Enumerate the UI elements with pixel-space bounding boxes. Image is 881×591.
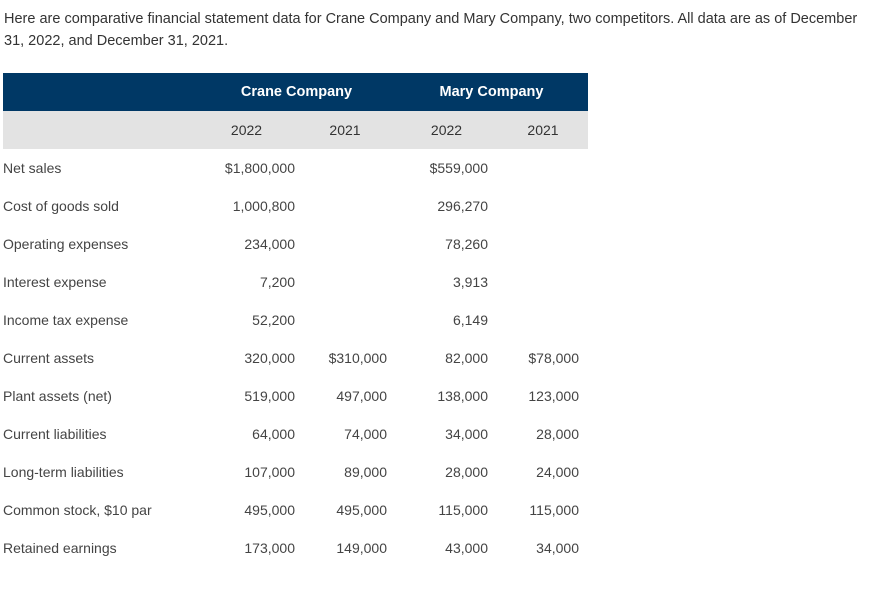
crane-2021-value: $310,000	[328, 350, 387, 366]
header-mary-2021: 2021	[498, 111, 588, 149]
mary-2022-value: 34,000	[445, 426, 488, 442]
mary-2021-value	[498, 149, 588, 187]
mary-2022-value: 28,000	[445, 464, 488, 480]
mary-2022-value: 43,000	[445, 540, 488, 556]
table-row: Common stock, $10 par 495,000 495,000 115,0…	[3, 491, 588, 529]
mary-2022-value: 115,000	[438, 502, 488, 518]
mary-2022-value: 6,149	[452, 312, 488, 328]
mary-2022-value: 78,260	[445, 236, 488, 252]
year-header-row: 2022 2021 2022 2021	[3, 111, 588, 149]
crane-2021-value	[295, 187, 395, 225]
company-header-row: Crane Company Mary Company	[3, 73, 588, 111]
header-blank	[3, 73, 198, 111]
table-row: Retained earnings 173,000 149,000 43,000 34,…	[3, 529, 588, 567]
crane-2021-value	[295, 149, 395, 187]
mary-2022-value: 82,000	[445, 350, 488, 366]
mary-2021-value	[498, 301, 588, 339]
crane-2021-value: 495,000	[336, 502, 387, 518]
mary-2022-value: 3,913	[452, 274, 488, 290]
crane-2022-value: 107,000	[244, 464, 295, 480]
row-label: Net sales	[3, 160, 62, 176]
mary-2022-value: $559,000	[429, 160, 488, 176]
crane-2021-value	[295, 225, 395, 263]
crane-2021-value	[295, 263, 395, 301]
row-label: Current liabilities	[3, 426, 107, 442]
financial-data-table: Crane Company Mary Company 2022 2021 202…	[3, 73, 588, 567]
mary-2022-value: 296,270	[437, 198, 488, 214]
header-crane-company: Crane Company	[198, 73, 395, 111]
intro-text: Here are comparative financial statement…	[4, 11, 858, 49]
mary-2021-value: 28,000	[536, 426, 579, 442]
mary-2021-value: 34,000	[536, 540, 579, 556]
row-label: Retained earnings	[3, 540, 117, 556]
mary-2021-value	[498, 263, 588, 301]
crane-2021-value: 149,000	[336, 540, 387, 556]
header-crane-2022: 2022	[198, 111, 295, 149]
table-row: Current liabilities 64,000 74,000 34,000 28,…	[3, 415, 588, 453]
crane-2021-value	[295, 301, 395, 339]
table-body: Net sales $1,800,000 $559,000 Cost of goods…	[3, 149, 588, 567]
crane-2022-value: 1,000,800	[232, 198, 295, 214]
mary-2021-value: $78,000	[528, 350, 579, 366]
crane-2022-value: 234,000	[244, 236, 295, 252]
crane-2021-value: 89,000	[344, 464, 387, 480]
crane-2021-value: 497,000	[336, 388, 387, 404]
table-row: Net sales $1,800,000 $559,000	[3, 149, 588, 187]
row-label: Cost of goods sold	[3, 198, 119, 214]
crane-2022-value: 519,000	[244, 388, 295, 404]
crane-2022-value: 173,000	[244, 540, 295, 556]
crane-2022-value: $1,800,000	[224, 160, 295, 176]
table-row: Current assets 320,000 $310,000 82,000 $78,0…	[3, 339, 588, 377]
table-row: Long-term liabilities 107,000 89,000 28,000…	[3, 453, 588, 491]
header-mary-company: Mary Company	[395, 73, 588, 111]
mary-2021-value	[498, 225, 588, 263]
mary-2021-value: 24,000	[536, 464, 579, 480]
crane-2021-value: 74,000	[344, 426, 387, 442]
row-label: Long-term liabilities	[3, 464, 124, 480]
mary-2021-value	[498, 187, 588, 225]
table-row: Income tax expense 52,200 6,149	[3, 301, 588, 339]
header-crane-2021: 2021	[295, 111, 395, 149]
mary-2022-value: 138,000	[437, 388, 488, 404]
table-row: Cost of goods sold 1,000,800 296,270	[3, 187, 588, 225]
crane-2022-value: 495,000	[244, 502, 295, 518]
row-label: Plant assets (net)	[3, 388, 112, 404]
mary-2021-value: 123,000	[528, 388, 579, 404]
row-label: Operating expenses	[3, 236, 129, 252]
year-header-blank	[3, 111, 198, 149]
crane-2022-value: 52,200	[252, 312, 295, 328]
row-label: Current assets	[3, 350, 95, 366]
table-row: Operating expenses 234,000 78,260	[3, 225, 588, 263]
header-mary-2022: 2022	[395, 111, 498, 149]
crane-2022-value: 7,200	[259, 274, 295, 290]
row-label: Common stock, $10 par	[3, 502, 152, 518]
table-row: Plant assets (net) 519,000 497,000 138,000 1…	[3, 377, 588, 415]
mary-2021-value: 115,000	[529, 502, 579, 518]
row-label: Interest expense	[3, 274, 107, 290]
crane-2022-value: 64,000	[252, 426, 295, 442]
row-label: Income tax expense	[3, 312, 129, 328]
crane-2022-value: 320,000	[244, 350, 295, 366]
table-row: Interest expense 7,200 3,913	[3, 263, 588, 301]
